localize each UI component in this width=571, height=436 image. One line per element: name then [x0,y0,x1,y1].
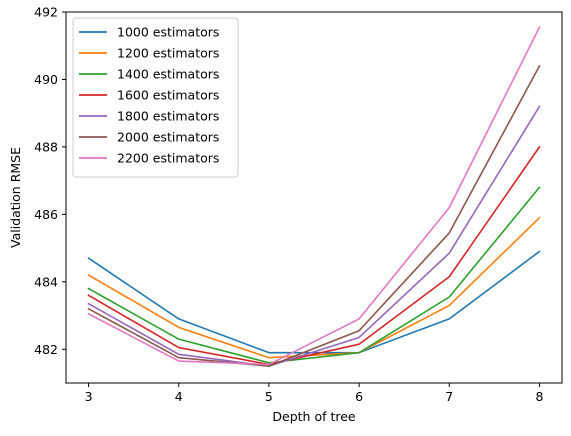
legend-label: 2200 estimators [117,151,219,166]
y-tick-label: 488 [34,139,58,154]
y-axis: 482 484 486 488 490 492 [34,5,66,357]
legend-label: 1000 estimators [117,25,219,40]
y-tick-label: 482 [34,342,58,357]
x-tick-label: 5 [265,389,273,404]
series-line-1 [87,250,541,354]
series-line-3 [87,186,541,364]
y-tick-label: 490 [34,72,58,87]
x-tick-label: 7 [445,389,453,404]
x-axis: 3 4 5 6 7 8 [85,383,543,404]
legend-label: 1400 estimators [117,67,219,82]
legend-label: 1800 estimators [117,109,219,124]
x-tick-label: 4 [175,389,183,404]
legend-label: 2000 estimators [117,130,219,145]
legend: 1000 estimators 1200 estimators 1400 estim… [72,17,239,178]
y-axis-label: Validation RMSE [8,147,23,248]
x-axis-label: Depth of tree [272,409,356,424]
series-layer [87,26,541,367]
legend-label: 1600 estimators [117,88,219,103]
x-tick-label: 3 [85,389,93,404]
series-line-2 [87,216,541,359]
series-line-7 [87,26,541,366]
plot-frame [65,11,563,384]
y-tick-label: 492 [34,5,58,20]
x-tick-label: 8 [535,389,543,404]
legend-box [72,17,239,178]
series-line-6 [87,64,541,367]
y-tick-label: 484 [34,274,58,289]
series-line-5 [87,105,541,367]
y-tick-label: 486 [34,207,58,222]
legend-label: 1200 estimators [117,46,219,61]
series-line-4 [87,145,541,366]
x-tick-label: 6 [355,389,363,404]
